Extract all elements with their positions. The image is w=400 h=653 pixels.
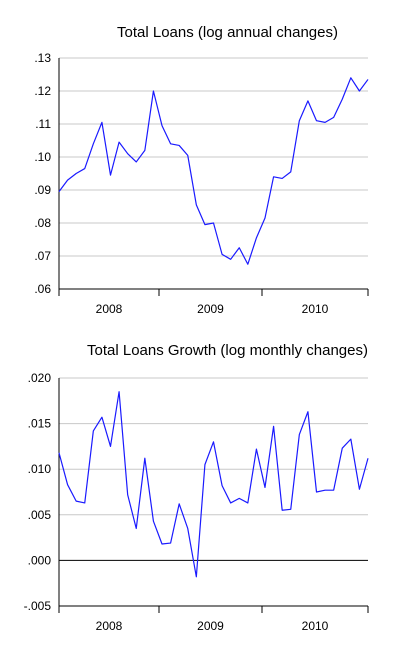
chart2-ytick-label: .020 <box>28 371 52 385</box>
chart2-ytick-label: .010 <box>28 462 52 476</box>
chart2-series-line <box>58 391 369 578</box>
chart1-title: Total Loans (log annual changes) <box>117 24 338 41</box>
chart2-ytick-label: .015 <box>28 417 52 431</box>
chart2-title: Total Loans Growth (log monthly changes) <box>87 342 368 359</box>
chart1-xtick-label: 2008 <box>96 302 123 316</box>
chart1-ytick-label: .12 <box>34 84 51 98</box>
chart1-xtick-label: 2009 <box>197 302 224 316</box>
chart1-ytick-label: .06 <box>34 282 51 296</box>
chart1-ytick-label: .11 <box>35 117 51 131</box>
chart2-xtick-label: 2010 <box>302 619 329 633</box>
chart1-xtick-label: 2010 <box>302 302 329 316</box>
chart2-xtick-label: 2008 <box>96 619 123 633</box>
chart2-ytick-label: .000 <box>28 553 52 567</box>
chart1-ytick-label: .09 <box>34 183 51 197</box>
chart2-ytick-label: -.005 <box>24 599 52 613</box>
chart1-ytick-label: .07 <box>34 249 51 263</box>
chart1-series-line <box>58 77 369 265</box>
chart1-ytick-label: .13 <box>34 51 51 65</box>
chart1-ytick-label: .10 <box>34 150 51 164</box>
chart2-ytick-label: .005 <box>28 508 52 522</box>
chart1-ytick-label: .08 <box>34 216 51 230</box>
chart2-xtick-label: 2009 <box>197 619 224 633</box>
